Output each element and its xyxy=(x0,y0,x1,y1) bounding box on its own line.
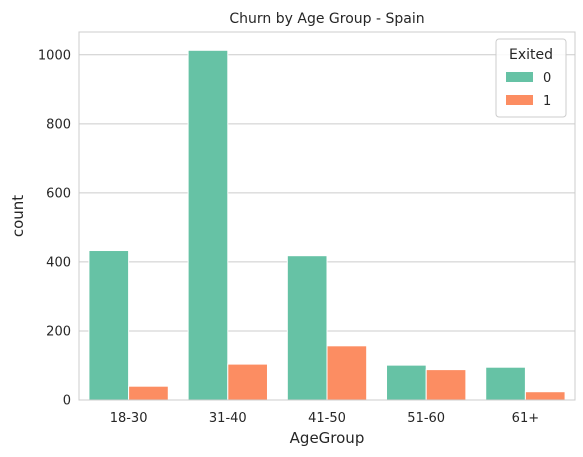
bar-31-40-exited-0 xyxy=(187,49,229,401)
x-tick-label: 61+ xyxy=(512,411,539,426)
legend: Exited 01 xyxy=(495,38,567,118)
bar-61+-exited-1 xyxy=(524,391,566,401)
bar-51-60-exited-1 xyxy=(425,369,467,401)
bar-31-40-exited-1 xyxy=(227,363,268,401)
legend-label-1: 1 xyxy=(543,94,551,109)
y-tick-label: 600 xyxy=(46,186,71,201)
x-tick-labels: 18-30 31-40 41-50 51-60 61+ xyxy=(110,411,539,426)
legend-swatch-1 xyxy=(506,95,533,105)
bars xyxy=(88,49,566,401)
bar-18-30-exited-0 xyxy=(88,250,130,401)
x-tick-label: 18-30 xyxy=(110,411,148,426)
x-tick-label: 41-50 xyxy=(308,411,346,426)
bar-41-50-exited-0 xyxy=(286,255,328,401)
y-tick-label: 400 xyxy=(46,255,71,270)
bar-18-30-exited-1 xyxy=(128,385,169,401)
x-axis-label: AgeGroup xyxy=(290,429,365,447)
bar-41-50-exited-1 xyxy=(326,345,368,401)
legend-swatch-0 xyxy=(506,72,533,82)
bar-61+-exited-0 xyxy=(485,366,526,401)
bar-51-60-exited-0 xyxy=(386,364,427,401)
chart-title: Churn by Age Group - Spain xyxy=(229,11,424,27)
legend-label-0: 0 xyxy=(543,71,551,86)
y-tick-label: 200 xyxy=(46,324,71,339)
legend-items: 01 xyxy=(506,71,551,109)
x-tick-label: 51-60 xyxy=(407,411,445,426)
y-tick-label: 0 xyxy=(63,394,71,409)
y-tick-label: 1000 xyxy=(38,48,71,63)
x-tick-label: 31-40 xyxy=(209,411,247,426)
legend-title: Exited xyxy=(509,47,553,63)
y-tick-labels: 0 200 400 600 800 1000 xyxy=(38,48,71,408)
y-tick-label: 800 xyxy=(46,117,71,132)
plot-frame xyxy=(78,31,576,401)
y-axis-label: count xyxy=(9,195,27,237)
